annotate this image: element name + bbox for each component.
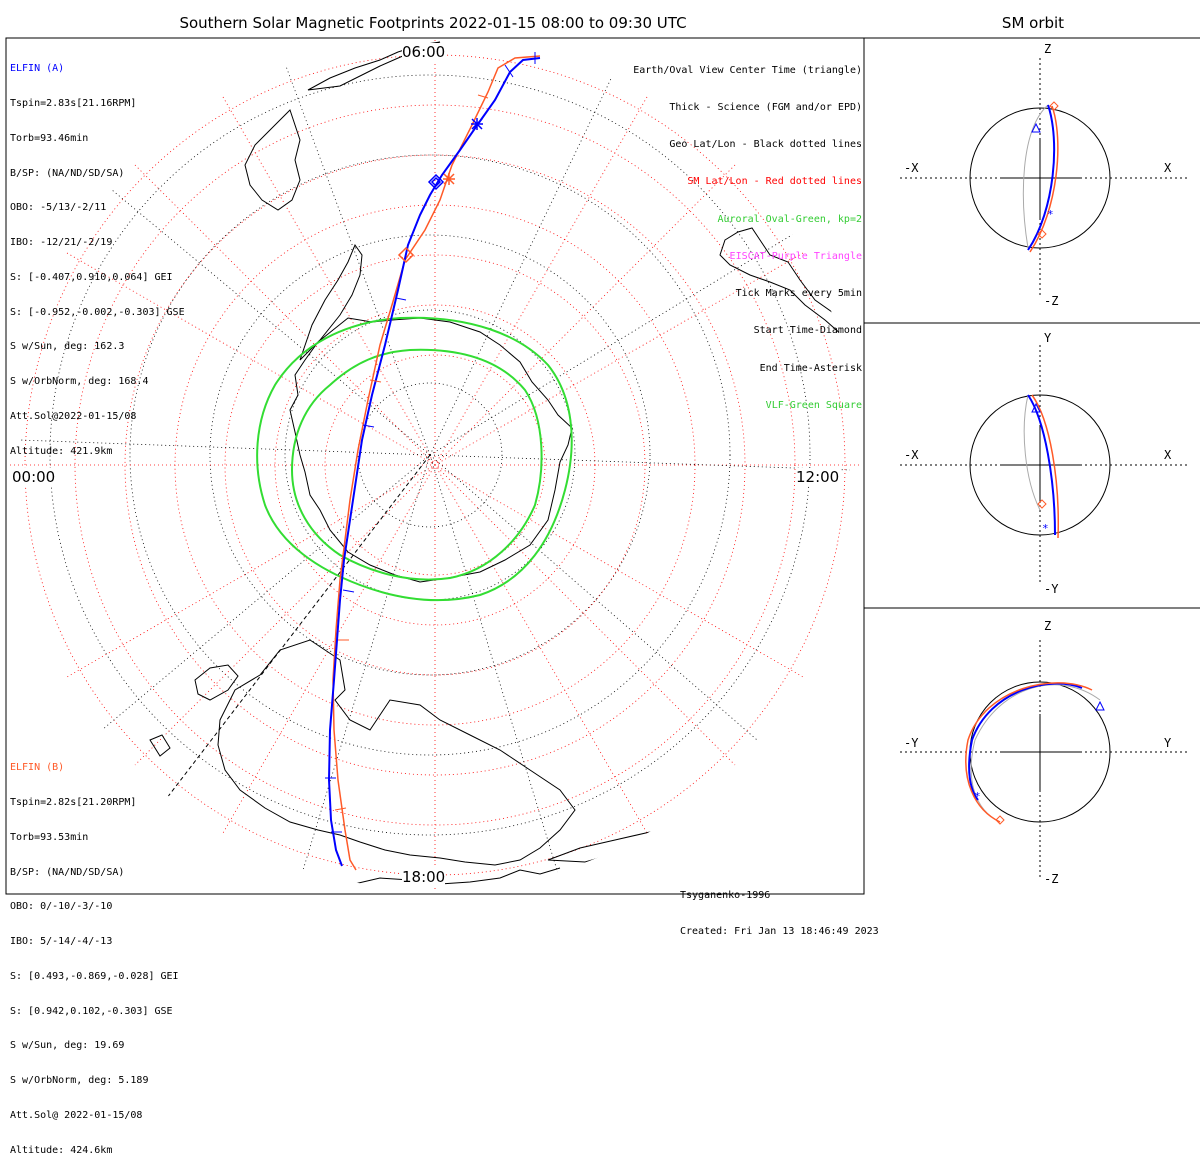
sm2-top-label: Y xyxy=(1044,331,1052,345)
geo-lon-grid xyxy=(19,49,851,881)
legend-entry: EISCAT-Purple Triangle xyxy=(729,250,862,262)
elfin-b-ticks xyxy=(334,94,489,811)
sm1-bottom-label: -Z xyxy=(1044,294,1059,308)
sm-lat-grid xyxy=(24,54,846,876)
legend-entry: Thick - Science (FGM and/or EPD) xyxy=(669,102,862,114)
legend-entry: Auroral Oval-Green, kp=2 xyxy=(717,213,863,225)
sm-panel-2: * xyxy=(900,345,1190,585)
credit-created: Created: Fri Jan 13 18:46:49 2023 xyxy=(680,926,879,937)
mlt-label-left: 00:00 xyxy=(12,468,56,486)
terminator-line xyxy=(149,454,431,821)
elfin-b-line: Att.Sol@ 2022-01-15/08 xyxy=(10,1110,143,1121)
elfin-b-line: S: [0.493,-0.869,-0.028] GEI xyxy=(10,970,179,982)
elfin-a-line: S: [-0.407,0.910,0.064] GEI xyxy=(10,271,173,283)
sm3-top-label: Z xyxy=(1044,619,1052,633)
elfin-a-ticks xyxy=(325,52,536,833)
sm2-left-label: -X xyxy=(904,448,919,462)
legend: Earth/Oval View Center Time (triangle) T… xyxy=(633,40,862,425)
elfin-b-end-asterisk xyxy=(443,173,455,185)
elfin-a-line: S w/Sun, deg: 162.3 xyxy=(10,341,125,353)
elfin-a-line: Tspin=2.83s[21.16RPM] xyxy=(10,97,137,109)
elfin-b-line: S: [0.942,0.102,-0.303] GSE xyxy=(10,1005,173,1017)
sm3-bottom-label: -Z xyxy=(1044,872,1059,886)
main-frame xyxy=(5,37,865,895)
auroral-oval-outer xyxy=(256,316,573,602)
sm1-left-label: -X xyxy=(904,161,919,175)
credits: Tsyganenko-1996 Created: Fri Jan 13 18:4… xyxy=(680,866,879,950)
mlt-label-bottom: 18:00 xyxy=(402,868,446,886)
elfin-a-line: OBO: -5/13/-2/11 xyxy=(10,202,107,214)
elfin-b-line: S w/Sun, deg: 19.69 xyxy=(10,1040,125,1052)
sm-panel-3: * xyxy=(900,640,1190,880)
chart-title: Southern Solar Magnetic Footprints 2022-… xyxy=(179,14,687,32)
elfin-b-line: IBO: 5/-14/-4/-13 xyxy=(10,936,113,948)
auroral-oval xyxy=(256,316,573,602)
elfin-b-start-diamond xyxy=(397,246,415,264)
elfin-b-track xyxy=(332,55,541,871)
legend-entry: VLF-Green Square xyxy=(765,399,862,411)
elfin-a-end-asterisk xyxy=(471,118,483,130)
elfin-a-line: S: [-0.952,-0.002,-0.303] GSE xyxy=(10,306,185,318)
svg-text:*: * xyxy=(1042,522,1049,535)
elfin-a-line: IBO: -12/21/-2/19 xyxy=(10,237,113,249)
sm2-right-label: X xyxy=(1164,448,1172,462)
svg-text:*: * xyxy=(974,790,981,803)
sm1-top-label: Z xyxy=(1044,42,1052,56)
elfin-b-line: Torb=93.53min xyxy=(10,831,89,843)
sm3-right-label: Y xyxy=(1164,736,1172,750)
legend-entry: Start Time-Diamond xyxy=(753,325,862,337)
legend-entry: End Time-Asterisk xyxy=(759,362,862,374)
legend-entry: SM Lat/Lon - Red dotted lines xyxy=(687,176,862,188)
geo-lat-grid xyxy=(49,74,811,836)
sm3-left-label: -Y xyxy=(904,736,919,750)
svg-text:*: * xyxy=(1047,208,1054,221)
elfin-a-info: ELFIN (A) Tspin=2.83s[21.16RPM] Torb=93.… xyxy=(10,40,185,469)
credit-model: Tsyganenko-1996 xyxy=(680,890,771,901)
sm2-bottom-label: -Y xyxy=(1044,582,1059,596)
elfin-b-line: OBO: 0/-10/-3/-10 xyxy=(10,901,113,913)
sm-orbit-title: SM orbit xyxy=(1001,14,1065,32)
elfin-b-name: ELFIN (B) xyxy=(10,762,65,774)
elfin-b-info: ELFIN (B) Tspin=2.82s[21.20RPM] Torb=93.… xyxy=(10,739,179,1168)
mlt-label-right: 12:00 xyxy=(796,468,840,486)
sm1-right-label: X xyxy=(1164,161,1172,175)
elfin-a-line: Att.Sol@2022-01-15/08 xyxy=(10,411,137,422)
auroral-oval-inner xyxy=(290,348,543,581)
elfin-a-line: Altitude: 421.9km xyxy=(10,445,113,457)
elfin-a-name: ELFIN (A) xyxy=(10,63,65,75)
elfin-b-line: B/SP: (NA/ND/SD/SA) xyxy=(10,866,125,878)
mlt-label-top: 06:00 xyxy=(402,43,446,61)
elfin-b-line: Altitude: 424.6km xyxy=(10,1144,113,1156)
footprint-map: * * * xyxy=(5,37,1200,895)
legend-entry: Geo Lat/Lon - Black dotted lines xyxy=(669,139,862,151)
sm-panel-1: * xyxy=(900,58,1190,298)
elfin-b-line: Tspin=2.82s[21.20RPM] xyxy=(10,796,137,808)
elfin-a-line: B/SP: (NA/ND/SD/SA) xyxy=(10,167,125,179)
elfin-b-line: S w/OrbNorm, deg: 5.189 xyxy=(10,1075,149,1087)
legend-entry: Tick Marks every 5min xyxy=(735,288,862,300)
elfin-a-start-diamond xyxy=(427,173,445,191)
elfin-a-line: Torb=93.46min xyxy=(10,132,89,144)
legend-entry: Earth/Oval View Center Time (triangle) xyxy=(633,64,862,76)
elfin-a-line: S w/OrbNorm, deg: 168.4 xyxy=(10,376,149,388)
